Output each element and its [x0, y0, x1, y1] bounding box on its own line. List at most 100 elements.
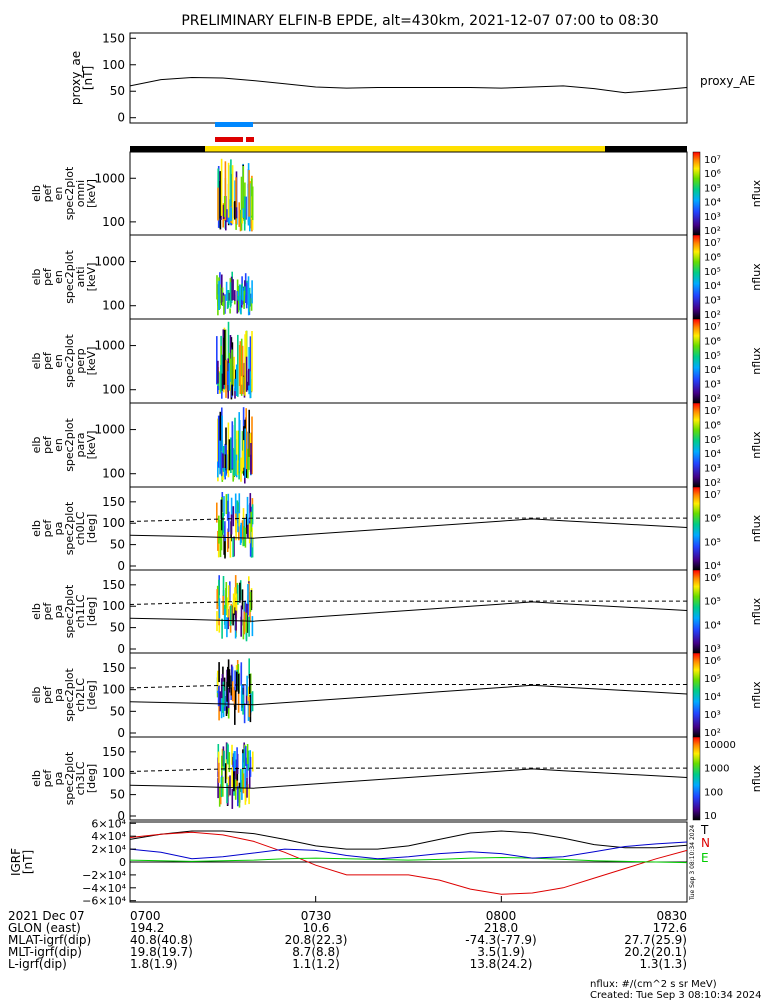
spectrogram-cell [238, 493, 241, 514]
colorbar-tick-label: 10⁴ [704, 281, 721, 292]
ytick-label: 0 [117, 809, 125, 823]
colorbar [692, 234, 701, 320]
footer-value: 0830 [656, 909, 687, 923]
spectrogram-cell [244, 768, 246, 789]
ylabel-line: elb [30, 269, 43, 286]
spectrogram-cell [248, 784, 250, 805]
ylabel-line: pef [41, 602, 54, 621]
spectrogram-cell [234, 493, 237, 514]
ylabel-line: ch3LC [74, 761, 87, 795]
spectrogram-cell [252, 751, 254, 772]
spectrogram-cell [226, 209, 228, 223]
spectrogram-cell [238, 420, 241, 472]
spectrogram-cell [223, 534, 225, 555]
orbit-yellow-bar [205, 146, 605, 152]
spectrogram-cell [235, 520, 237, 541]
footer-value: 8.7(8.8) [292, 945, 340, 959]
colorbar [692, 402, 701, 488]
spectrogram-cell [221, 354, 223, 384]
spectrogram-cell [238, 202, 240, 227]
spectrogram-cell [218, 280, 220, 310]
igrf-legend-T: T [700, 823, 709, 837]
panel-frame [129, 318, 688, 404]
orbit-black-bar-right [605, 146, 687, 152]
spectrogram-cell [237, 512, 239, 533]
spectrogram-cell [239, 284, 241, 311]
spectrogram-cell [249, 493, 252, 514]
ytick-label: 150 [102, 745, 125, 759]
ylabel-line: elb [30, 687, 43, 704]
spectrogram-cell [227, 609, 229, 630]
ylabel-line: pa [52, 688, 65, 702]
colorbar [692, 486, 701, 571]
ytick-label: 1000 [94, 171, 125, 185]
ytick-label: 100 [102, 215, 125, 229]
plot-title: PRELIMINARY ELFIN-B EPDE, alt=430km, 202… [181, 13, 658, 29]
spectrogram-cell [222, 512, 224, 533]
spectrogram-cell [241, 520, 244, 541]
ylabel-line: pef [41, 267, 54, 286]
spectrogram-cell [251, 416, 253, 475]
spectrogram-cell [218, 762, 220, 783]
spectrogram-cell [226, 532, 229, 552]
colorbar-tick-label: 1000 [704, 764, 729, 775]
spectrogram-cell [218, 579, 220, 600]
spectrogram-cell [217, 670, 219, 691]
spectrogram-cell [226, 783, 228, 804]
ylabel-line: en [52, 438, 65, 452]
spectrogram-cell [232, 449, 235, 476]
colorbar-tick-label: 10⁴ [704, 561, 721, 572]
spectrogram-cell [227, 666, 229, 687]
ylabel-line: elb [30, 520, 43, 537]
colorbar-tick-label: 10² [704, 310, 721, 321]
igrf-blue-line [129, 841, 688, 860]
spectrogram-cell [223, 690, 226, 711]
footer-info: 2021 Dec 07 0700 0730 0800 0830 GLON (east) 19… [8, 909, 687, 971]
ylabel-line: [keV] [85, 179, 98, 208]
spectrogram-cell [248, 674, 251, 694]
spectrogram-cell [241, 345, 244, 393]
colorbar-tick-label: 10² [704, 226, 721, 237]
spectrogram-cell [245, 408, 247, 469]
spectrogram-cell [241, 589, 244, 610]
spectrogram-cell [226, 617, 228, 638]
colorbar-tick-label: 10⁵ [704, 351, 721, 362]
spectrogram-cell [251, 331, 253, 392]
spectrogram-cell [223, 196, 226, 217]
spectrogram-cell [219, 371, 221, 394]
spectrogram-cell [234, 689, 237, 710]
spectrogram-cell [242, 773, 245, 794]
proxy-ae-line [129, 76, 688, 94]
spectrogram-cell [232, 279, 234, 301]
spectrogram-cell [220, 678, 223, 699]
ytick-label: 100 [102, 383, 125, 397]
spectrogram-cell [244, 600, 247, 621]
spectrogram-cell [251, 504, 254, 525]
ylabel-line: [keV] [85, 347, 98, 376]
igrf-E-line [129, 856, 688, 864]
spectrogram-cell [241, 684, 243, 705]
ytick-label: 1000 [94, 339, 125, 353]
spectrogram-cell [234, 779, 237, 800]
spectrogram-cell [233, 536, 235, 557]
spectrogram-cell [232, 605, 234, 626]
colorbar-tick-label: 10³ [704, 380, 721, 391]
spectrogram-cell [237, 786, 239, 807]
ylabel-line: pa [52, 772, 65, 786]
spectrogram-cell [244, 784, 247, 805]
colorbar-tick-label: 10² [704, 478, 721, 489]
spectrogram-cell [220, 452, 223, 476]
footer-row-label: 2021 Dec 07 [8, 909, 85, 923]
footer-value: 0800 [486, 909, 517, 923]
footer-value: 20.8(22.3) [285, 933, 348, 947]
spectrogram-cell [233, 356, 235, 384]
spectrogram-cell [241, 769, 244, 790]
spectrogram-cell [219, 537, 222, 558]
spectrogram-cell [229, 581, 231, 602]
ylabel-line: pef [41, 685, 54, 704]
panel-frame [129, 569, 688, 654]
ytick-label: 100 [102, 683, 125, 697]
colorbar-tick-label: 10⁴ [704, 198, 721, 209]
